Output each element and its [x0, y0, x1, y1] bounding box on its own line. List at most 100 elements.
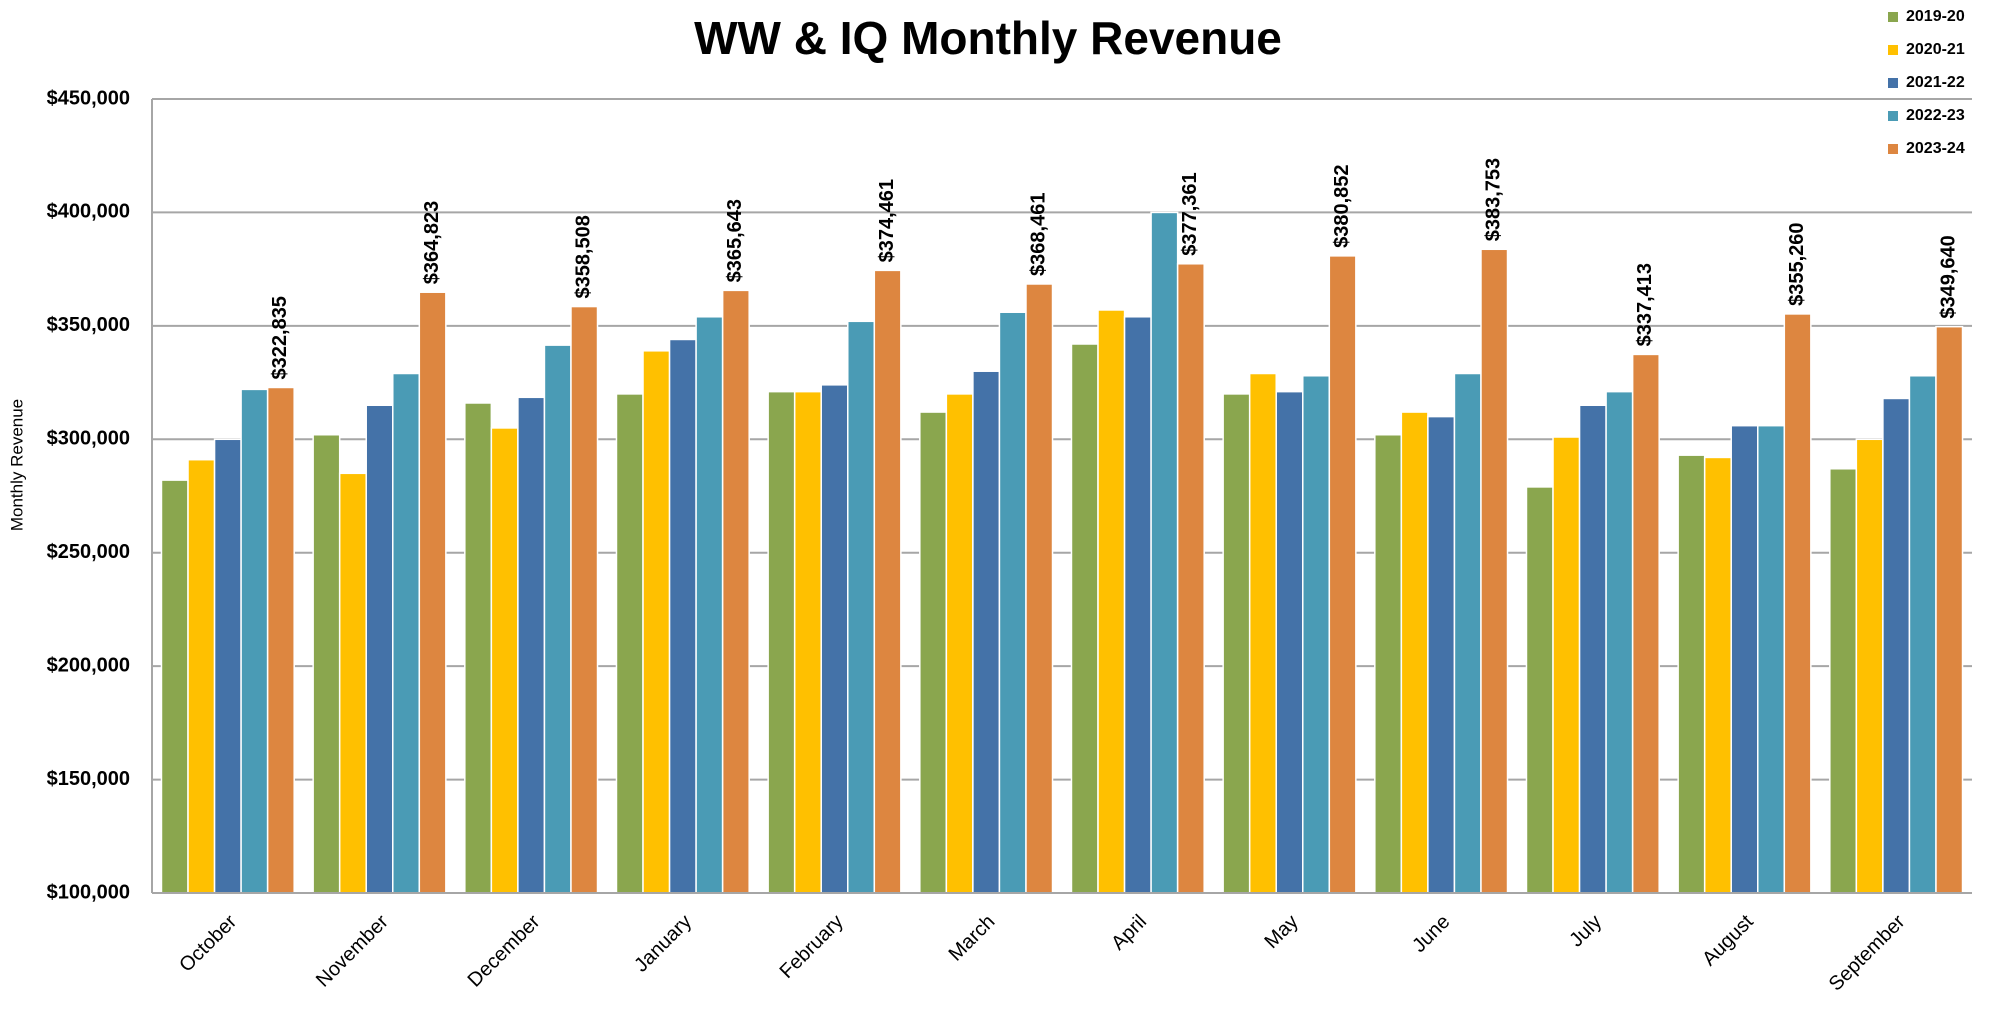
y-tick-label: $100,000	[47, 881, 130, 903]
x-tick-label: March	[945, 911, 1000, 966]
bar	[1275, 390, 1304, 894]
data-label: $377,361	[1179, 172, 1201, 255]
bar	[847, 320, 876, 894]
data-label: $374,461	[876, 179, 898, 262]
bar	[1328, 255, 1357, 894]
bar	[1783, 313, 1812, 894]
bar	[1222, 393, 1251, 894]
data-label: $383,753	[1483, 158, 1505, 241]
data-label: $358,508	[573, 215, 595, 298]
bar	[1453, 372, 1482, 894]
bar	[1855, 438, 1884, 894]
legend-marker	[1888, 111, 1898, 121]
bar	[1677, 454, 1706, 894]
bar	[464, 402, 493, 894]
bar	[1480, 248, 1509, 894]
bar	[1400, 411, 1429, 894]
legend-label: 2022-23	[1906, 107, 1965, 124]
bar	[1525, 486, 1554, 894]
bar	[1703, 456, 1732, 894]
x-tick-label: May	[1260, 911, 1302, 953]
bar	[1427, 415, 1456, 894]
bar	[820, 384, 849, 894]
x-tick-label: June	[1408, 911, 1454, 957]
bar	[213, 438, 242, 894]
bar	[1374, 433, 1403, 894]
bar	[570, 305, 599, 894]
bar	[721, 289, 750, 894]
bar	[668, 338, 697, 894]
x-tick-label: August	[1698, 910, 1758, 970]
bar	[873, 269, 902, 894]
data-label: $337,413	[1634, 263, 1656, 346]
legend-label: 2023-24	[1906, 140, 1965, 157]
y-tick-label: $400,000	[47, 201, 130, 223]
x-tick-label: November	[312, 910, 393, 991]
legend-marker	[1888, 144, 1898, 154]
x-tick-label: July	[1565, 911, 1606, 952]
bar	[1070, 343, 1099, 894]
bar	[1631, 353, 1660, 894]
bar	[1757, 424, 1786, 894]
bar	[972, 370, 1001, 894]
legend-marker	[1888, 78, 1898, 88]
legend-marker	[1888, 45, 1898, 55]
bar	[998, 311, 1027, 894]
x-tick-label: February	[776, 911, 848, 983]
bar	[1150, 211, 1179, 894]
x-tick-label: December	[464, 910, 545, 991]
x-tick-label: October	[175, 910, 241, 976]
legend-marker	[1888, 12, 1898, 22]
x-tick-label: January	[630, 911, 696, 977]
bar	[1935, 325, 1964, 894]
bar	[695, 316, 724, 894]
x-tick-label: April	[1107, 911, 1151, 955]
data-label: $364,823	[421, 201, 443, 284]
bar	[365, 404, 394, 894]
bar	[312, 433, 341, 894]
bar	[615, 393, 644, 894]
bar	[1578, 404, 1607, 894]
y-tick-label: $450,000	[47, 87, 130, 109]
bar	[418, 291, 447, 894]
bar	[919, 411, 948, 894]
bar	[767, 390, 796, 894]
bar	[240, 388, 269, 894]
data-label: $380,852	[1331, 164, 1353, 247]
bar	[642, 350, 671, 894]
bar	[1829, 468, 1858, 894]
data-label: $368,461	[1028, 193, 1050, 276]
bar	[1176, 263, 1205, 894]
data-label: $365,643	[724, 199, 746, 282]
bar	[543, 344, 572, 894]
bar	[392, 372, 421, 894]
bar	[338, 472, 367, 894]
y-tick-label: $250,000	[47, 541, 130, 563]
x-tick-label: September	[1825, 910, 1910, 995]
data-label: $322,835	[269, 296, 291, 379]
bar	[1123, 316, 1152, 894]
bar	[266, 386, 295, 894]
bar	[160, 479, 189, 894]
bar	[1908, 375, 1937, 894]
y-tick-label: $350,000	[47, 314, 130, 336]
y-tick-label: $300,000	[47, 428, 130, 450]
data-label: $349,640	[1938, 235, 1960, 318]
bar	[1605, 390, 1634, 894]
y-tick-label: $150,000	[47, 768, 130, 790]
bar	[1097, 309, 1126, 894]
legend-label: 2021-22	[1906, 74, 1965, 91]
bar	[1730, 424, 1759, 894]
data-label: $355,260	[1786, 223, 1808, 306]
bar	[1882, 397, 1911, 894]
bar	[490, 427, 519, 894]
y-axis-label: Monthly Revenue	[7, 399, 26, 531]
y-tick-label: $200,000	[47, 654, 130, 676]
bar	[187, 458, 216, 894]
bar	[1302, 375, 1331, 894]
bar	[945, 393, 974, 894]
bar	[1552, 436, 1581, 894]
bar	[517, 396, 546, 894]
